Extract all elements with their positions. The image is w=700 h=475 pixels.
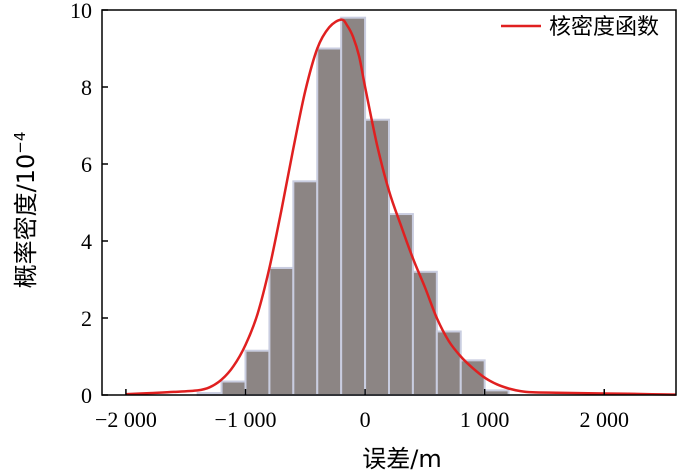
- histogram-bar: [220, 380, 247, 396]
- histogram-bar: [459, 359, 486, 397]
- histogram-bar: [364, 118, 391, 396]
- y-tick-label: 10: [70, 0, 92, 23]
- y-axis-label-exponent: −4: [11, 132, 29, 154]
- y-axis-label-main: 概率密度/10: [12, 154, 40, 289]
- x-tick-label: −2 000: [95, 407, 157, 432]
- y-tick-label: 8: [81, 75, 92, 100]
- y-axis-label: 概率密度/10−4: [11, 132, 40, 289]
- y-tick-label: 0: [81, 383, 92, 408]
- histogram-bar: [244, 349, 271, 397]
- x-tick-label: 0: [360, 407, 371, 432]
- histogram-bar: [316, 47, 343, 396]
- x-tick-label: −1 000: [215, 407, 277, 432]
- kde-line: [125, 18, 677, 396]
- histogram-bar: [268, 266, 295, 397]
- histogram-bars: [196, 16, 510, 397]
- x-axis-label: 误差/m: [362, 445, 441, 473]
- y-tick-label: 2: [81, 306, 92, 331]
- y-axis-ticks: 0 2 4 6 8 10: [70, 0, 108, 408]
- histogram-bar: [388, 213, 414, 396]
- plot-frame: [101, 9, 677, 396]
- y-tick-label: 6: [81, 152, 92, 177]
- x-tick-label: 2 000: [580, 407, 630, 432]
- histogram-bar: [292, 180, 319, 396]
- y-tick-label: 4: [81, 229, 92, 254]
- legend: 核密度函数: [501, 15, 659, 40]
- x-axis-ticks: −2 000 −1 000 0 1 000 2 000: [95, 389, 629, 432]
- legend-label-kde: 核密度函数: [549, 15, 659, 40]
- x-tick-label: 1 000: [460, 407, 510, 432]
